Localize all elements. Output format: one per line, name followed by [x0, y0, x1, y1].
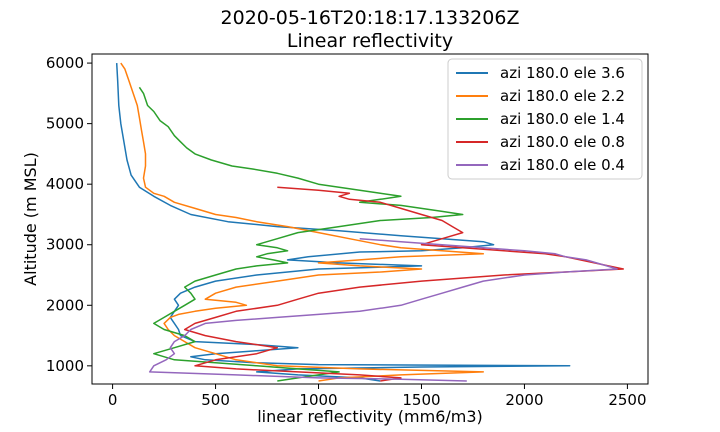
x-tick-label: 0 — [108, 391, 118, 409]
y-tick-label: 1000 — [46, 357, 84, 375]
series-line-3 — [138, 86, 464, 382]
plot-lines — [115, 62, 625, 382]
x-axis-ticks: 0 500 1000 1500 2000 2500 — [108, 384, 647, 409]
x-tick-label: 500 — [201, 391, 230, 409]
legend-label: azi 180.0 ele 0.8 — [500, 133, 625, 151]
y-tick-label: 6000 — [46, 54, 84, 72]
legend-label: azi 180.0 ele 2.2 — [500, 87, 625, 105]
series-line-4 — [183, 186, 625, 382]
x-tick-label: 1000 — [299, 391, 337, 409]
plot-frame — [91, 53, 649, 385]
y-axis-label: Altitude (m MSL) — [21, 152, 40, 286]
y-tick-label: 5000 — [46, 115, 84, 133]
chart-subtitle: Linear reflectivity — [287, 30, 453, 52]
x-axis-label: linear reflectivity (mm6/m3) — [257, 407, 483, 426]
legend-label: azi 180.0 ele 1.4 — [500, 110, 625, 128]
legend-label: azi 180.0 ele 3.6 — [500, 64, 625, 82]
legend-label: azi 180.0 ele 0.4 — [500, 156, 625, 174]
legend-box — [447, 58, 643, 180]
y-tick-label: 4000 — [46, 175, 84, 193]
x-tick-label: 1500 — [402, 391, 440, 409]
y-tick-label: 3000 — [46, 236, 84, 254]
series-line-5 — [148, 237, 618, 382]
chart-title: 2020-05-16T20:18:17.133206Z — [221, 7, 520, 29]
y-axis-ticks: 1000 2000 3000 4000 5000 6000 — [46, 54, 92, 375]
series-line-1 — [115, 63, 571, 382]
x-tick-label: 2500 — [608, 391, 646, 409]
y-tick-label: 2000 — [46, 296, 84, 314]
legend: azi 180.0 ele 3.6 azi 180.0 ele 2.2 azi 18… — [447, 58, 643, 180]
x-tick-label: 2000 — [505, 391, 543, 409]
legend-items: azi 180.0 ele 3.6 azi 180.0 ele 2.2 azi 18… — [456, 64, 625, 174]
series-line-2 — [120, 62, 485, 382]
